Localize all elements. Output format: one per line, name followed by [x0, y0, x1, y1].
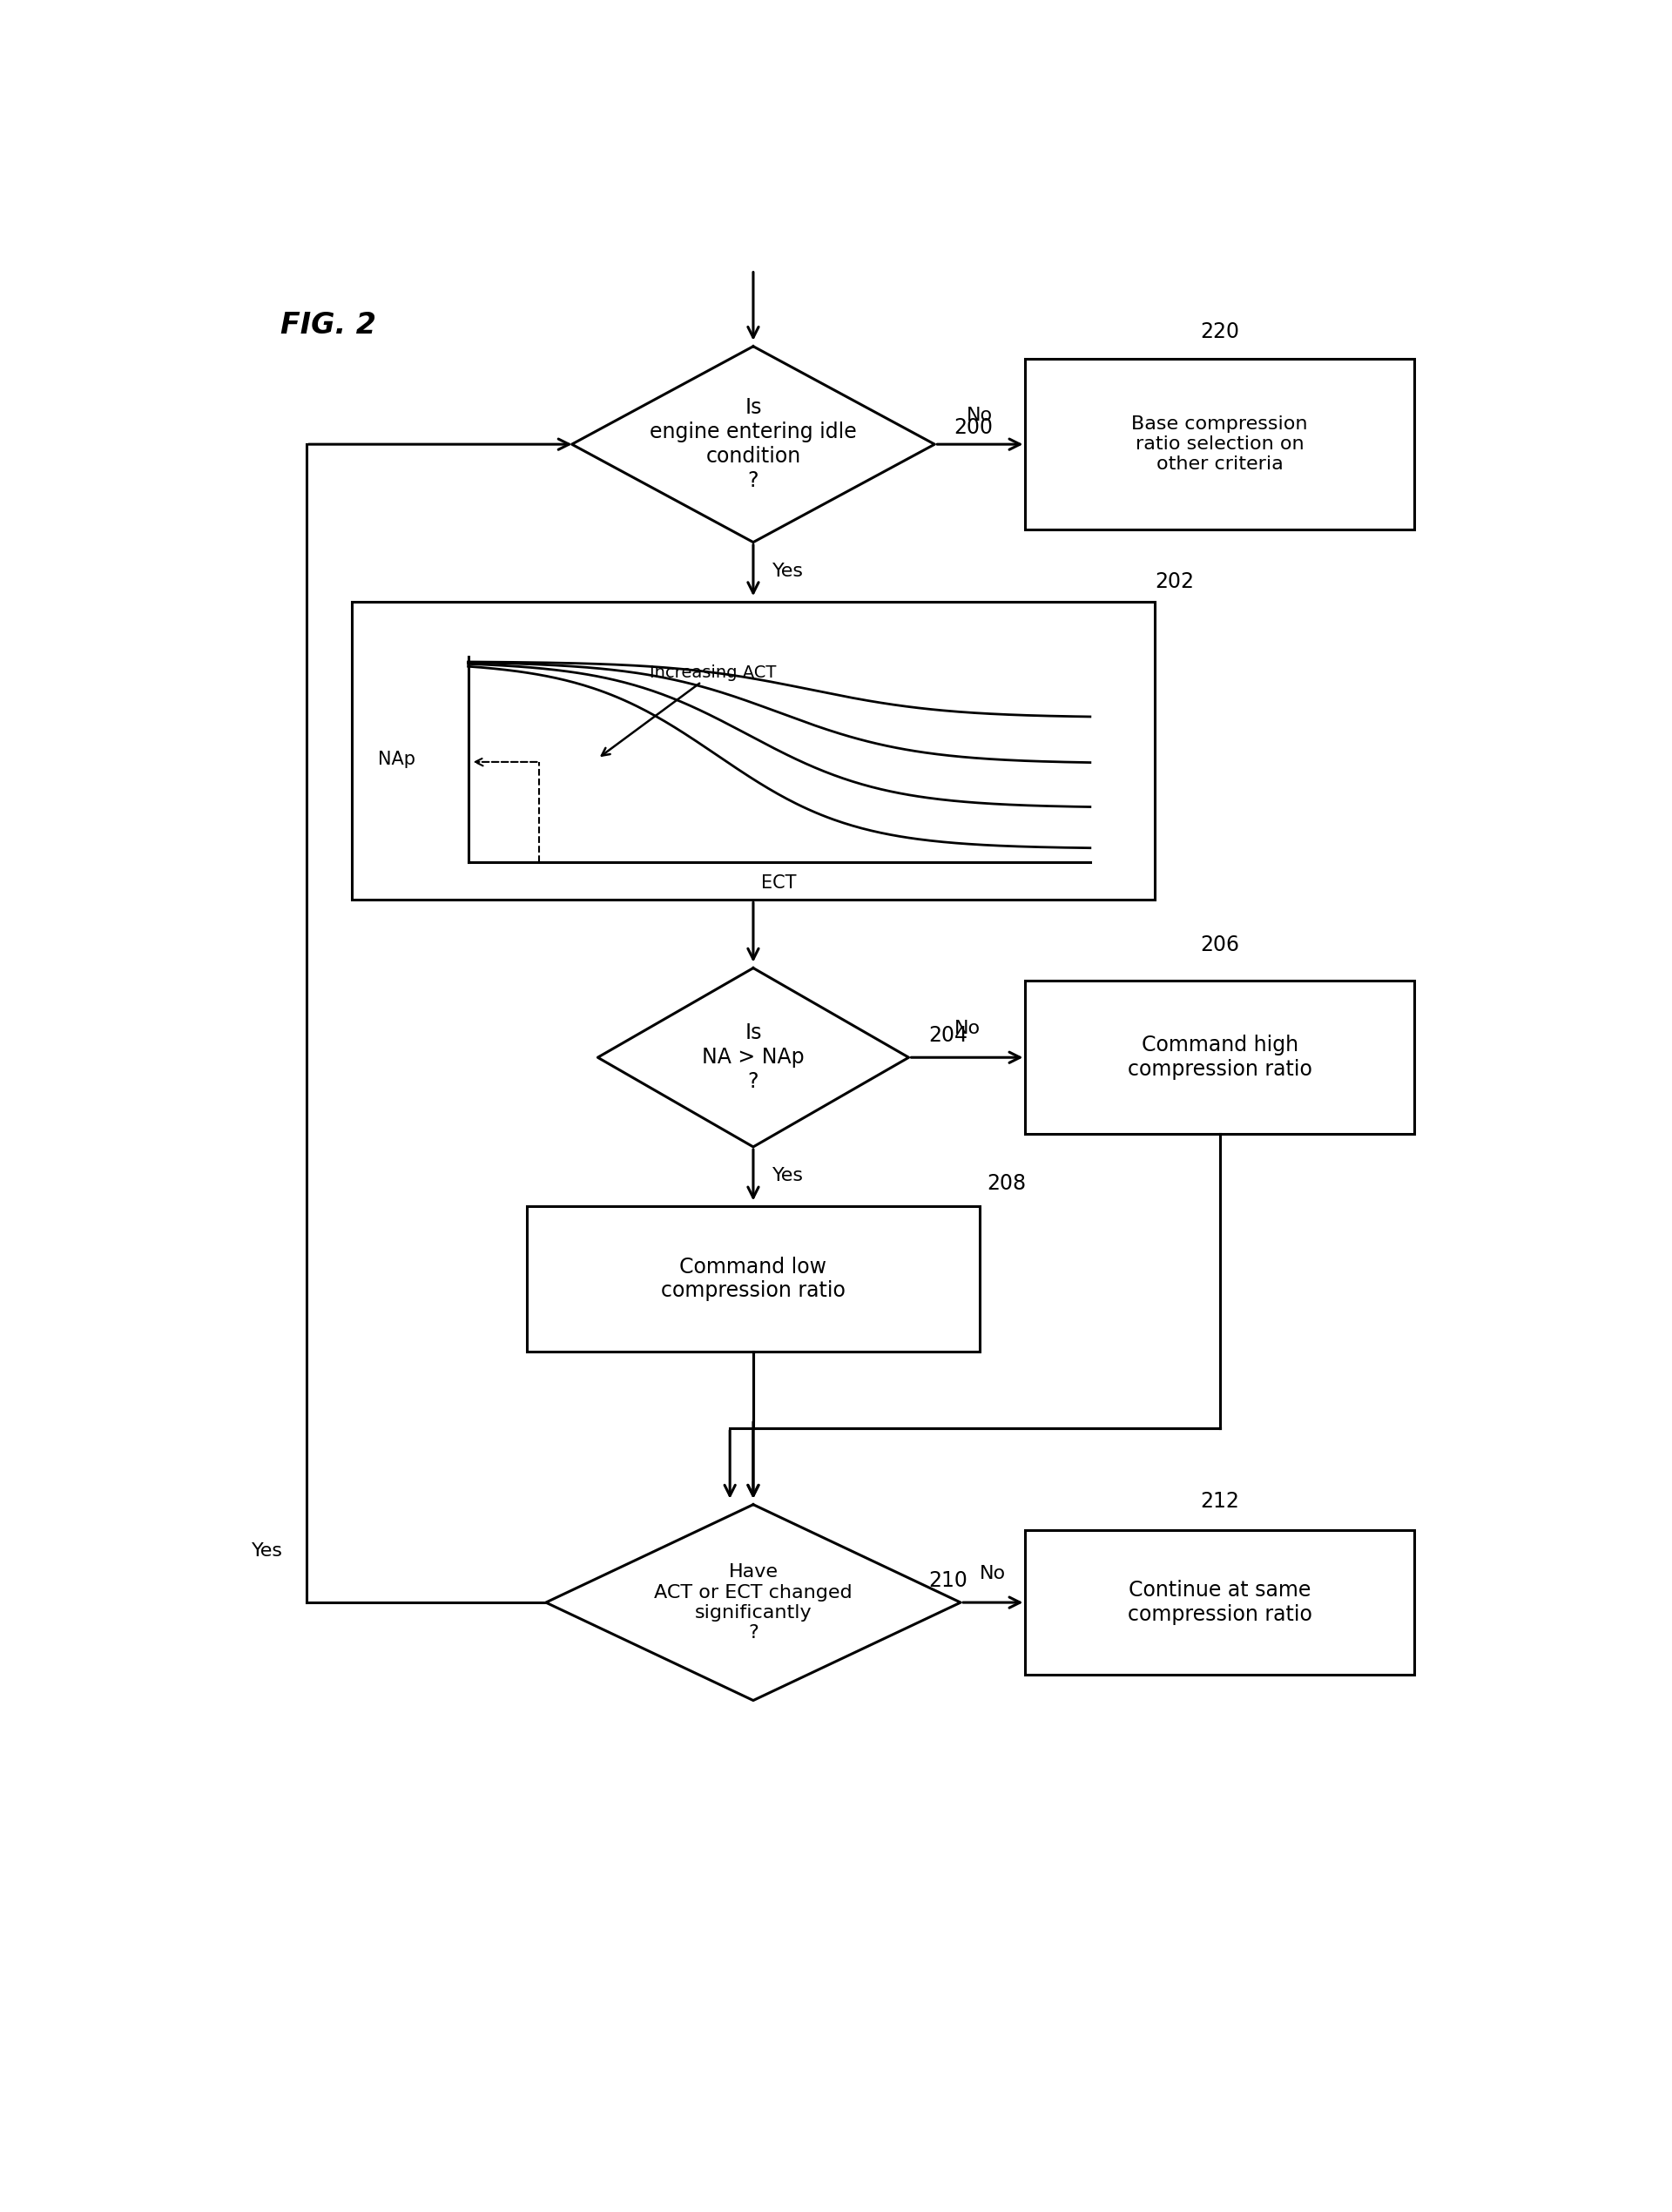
Bar	[1025, 1531, 1415, 1674]
Text: Is
engine entering idle
condition
?: Is engine entering idle condition ?	[650, 398, 856, 491]
Text: Yes: Yes	[772, 562, 804, 580]
Text: Command low
compression ratio: Command low compression ratio	[660, 1256, 846, 1301]
Text: No: No	[966, 407, 993, 425]
Text: 212: 212	[1200, 1491, 1239, 1513]
Bar	[1025, 980, 1415, 1135]
Bar	[527, 1206, 980, 1352]
Text: Have
ACT or ECT changed
significantly
?: Have ACT or ECT changed significantly ?	[654, 1564, 853, 1641]
Text: Increasing ACT: Increasing ACT	[649, 666, 776, 681]
Text: ECT: ECT	[761, 874, 798, 891]
Text: No: No	[980, 1564, 1007, 1582]
Text: Base compression
ratio selection on
other criteria: Base compression ratio selection on othe…	[1132, 416, 1308, 473]
Text: 208: 208	[986, 1172, 1027, 1194]
Text: Is
NA > NAp
?: Is NA > NAp ?	[702, 1022, 804, 1093]
Text: 206: 206	[1200, 933, 1239, 956]
Text: Command high
compression ratio: Command high compression ratio	[1127, 1035, 1313, 1079]
Text: NAp: NAp	[378, 750, 416, 768]
Bar	[351, 602, 1155, 900]
Text: 200: 200	[955, 416, 993, 438]
Text: Continue at same
compression ratio: Continue at same compression ratio	[1127, 1579, 1313, 1626]
Text: Yes: Yes	[772, 1168, 804, 1186]
Bar	[1025, 358, 1415, 529]
Text: 204: 204	[928, 1024, 968, 1046]
Text: Yes: Yes	[251, 1542, 283, 1559]
Text: No: No	[955, 1020, 980, 1037]
Text: 210: 210	[928, 1571, 966, 1590]
Text: FIG. 2: FIG. 2	[281, 310, 376, 338]
Text: 202: 202	[1155, 571, 1194, 593]
Text: 220: 220	[1200, 321, 1239, 343]
